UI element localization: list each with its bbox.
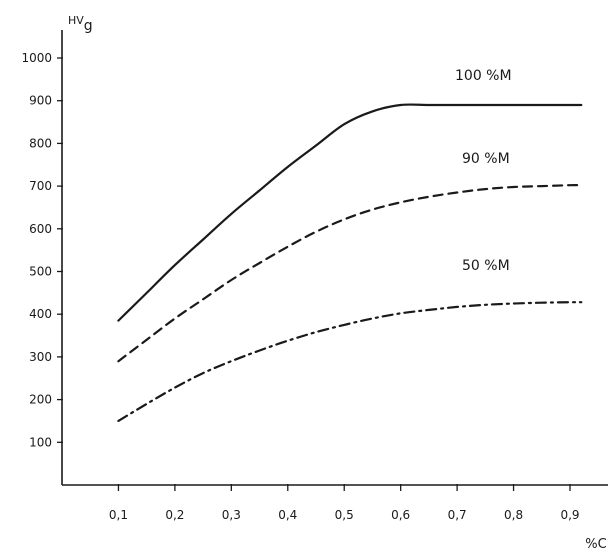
y-tick-label: 600 [29, 222, 52, 236]
y-tick-label: 400 [29, 307, 52, 321]
series-line-90-m [117, 184, 583, 363]
y-axis-title-sub: g [84, 18, 93, 34]
series-line-50-m [117, 301, 583, 422]
series-line-100-m [117, 103, 583, 322]
y-tick-label: 900 [29, 94, 52, 108]
y-tick-label: 800 [29, 136, 52, 150]
y-tick-label: 500 [29, 265, 52, 279]
x-tick-label: 0,8 [504, 508, 523, 522]
y-axis-title: HVg [68, 14, 93, 34]
x-tick-label: 0,4 [278, 508, 297, 522]
series-label-100-m: 100 %M [455, 68, 512, 84]
x-tick-label: 0,3 [222, 508, 241, 522]
series-layer [117, 103, 583, 422]
x-tick-label: 0,7 [448, 508, 467, 522]
y-tick-label: 1000 [21, 51, 52, 65]
x-axis-title: %C [585, 537, 606, 552]
y-axis-title-main: HV [68, 14, 84, 27]
x-tick-label: 0,9 [560, 508, 579, 522]
y-tick-label: 300 [29, 350, 52, 364]
y-tick-label: 700 [29, 179, 52, 193]
x-tick-label: 0,6 [391, 508, 410, 522]
y-tick-label: 200 [29, 393, 52, 407]
labels-layer: HVg %C 100 %M 90 %M 50 %M [68, 14, 607, 552]
y-tick-label: 100 [29, 435, 52, 449]
series-label-50-m: 50 %M [462, 258, 510, 274]
x-tick-label: 0,1 [109, 508, 128, 522]
x-tick-label: 0,5 [335, 508, 354, 522]
axes: 100 200 300 400 500 600 700 800 900 1000 0,1 0,2 0,3… [21, 30, 608, 522]
series-label-90-m: 90 %M [462, 151, 510, 167]
x-tick-label: 0,2 [165, 508, 184, 522]
